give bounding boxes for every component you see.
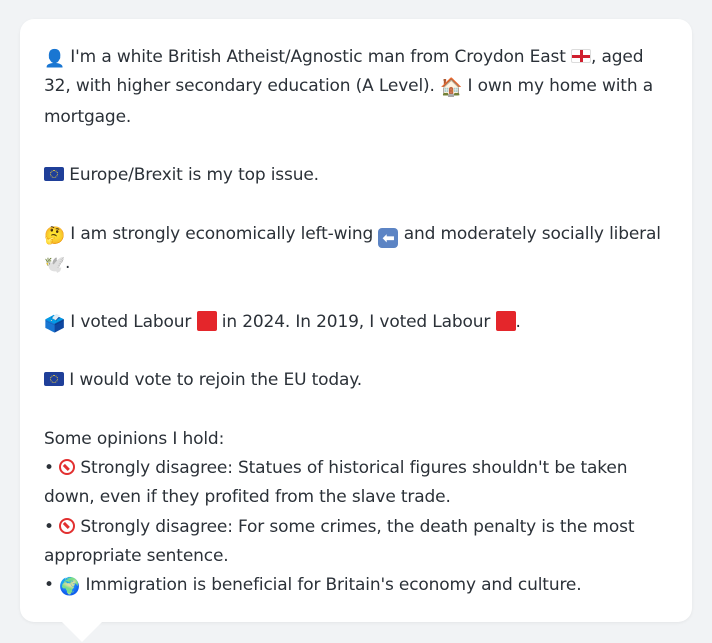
left-arrow-icon: ⬅ xyxy=(378,227,399,248)
house-icon: 🏠 xyxy=(440,77,463,99)
votes-text-a: I voted Labour xyxy=(65,311,192,332)
ideology-text-b: and moderately socially liberal xyxy=(398,223,661,244)
ideology-text-c: . xyxy=(65,253,71,274)
eu-flag-icon xyxy=(44,167,64,182)
no-entry-icon xyxy=(59,459,76,476)
opinion-item: • Strongly disagree: Statues of historic… xyxy=(44,458,627,507)
speech-bubble-tail xyxy=(62,622,102,642)
ideology-paragraph: 🤔 I am strongly economically left-wing ⬅… xyxy=(44,220,668,279)
opinion-text: Immigration is beneficial for Britain's … xyxy=(80,575,582,596)
opinions-section: Some opinions I hold: • Strongly disagre… xyxy=(44,425,668,601)
bullet: • xyxy=(44,458,54,479)
opinion-item: • 🌍 Immigration is beneficial for Britai… xyxy=(44,575,582,598)
no-entry-icon xyxy=(59,517,76,534)
votes-text-c: . xyxy=(515,311,521,332)
opinion-text: Strongly disagree: For some crimes, the … xyxy=(44,516,635,567)
labour-red-square-icon xyxy=(495,310,516,331)
intro-text-a: I'm a white British Atheist/Agnostic man… xyxy=(70,47,566,67)
thinking-face-icon: 🤔 xyxy=(44,225,66,246)
intro-paragraph: 👤 I'm a white British Atheist/Agnostic m… xyxy=(44,43,668,132)
person-icon: 👤 xyxy=(44,49,66,69)
top-issue-paragraph: Europe/Brexit is my top issue. xyxy=(44,161,668,190)
opinion-item: • Strongly disagree: For some crimes, th… xyxy=(44,516,635,567)
votes-text-b: in 2024. In 2019, I voted Labour xyxy=(216,311,491,332)
globe-icon: 🌍 xyxy=(59,577,81,598)
persona-card: 👤 I'm a white British Atheist/Agnostic m… xyxy=(20,19,692,642)
ideology-text-a: I am strongly economically left-wing xyxy=(65,223,374,244)
bullet: • xyxy=(44,516,54,537)
intro-text-b: , aged 32, with higher secondary educati… xyxy=(44,47,644,97)
eu-vote-paragraph: I would vote to rejoin the EU today. xyxy=(44,366,668,395)
eu-flag-icon xyxy=(44,372,64,387)
intro-text-c: I own my home with a mortgage. xyxy=(44,76,653,127)
eu-vote-text: I would vote to rejoin the EU today. xyxy=(64,370,363,391)
england-flag-icon xyxy=(570,49,591,63)
bullet: • xyxy=(44,575,54,596)
top-issue-text: Europe/Brexit is my top issue. xyxy=(64,165,319,186)
votes-paragraph: 🗳️ I voted Labour in 2024. In 2019, I vo… xyxy=(44,308,668,337)
dove-icon: 🕊️ xyxy=(44,255,66,276)
opinions-heading: Some opinions I hold: xyxy=(44,428,225,449)
labour-red-square-icon xyxy=(196,310,217,331)
ballot-box-icon: 🗳️ xyxy=(44,313,66,334)
opinion-text: Strongly disagree: Statues of historical… xyxy=(44,458,628,508)
